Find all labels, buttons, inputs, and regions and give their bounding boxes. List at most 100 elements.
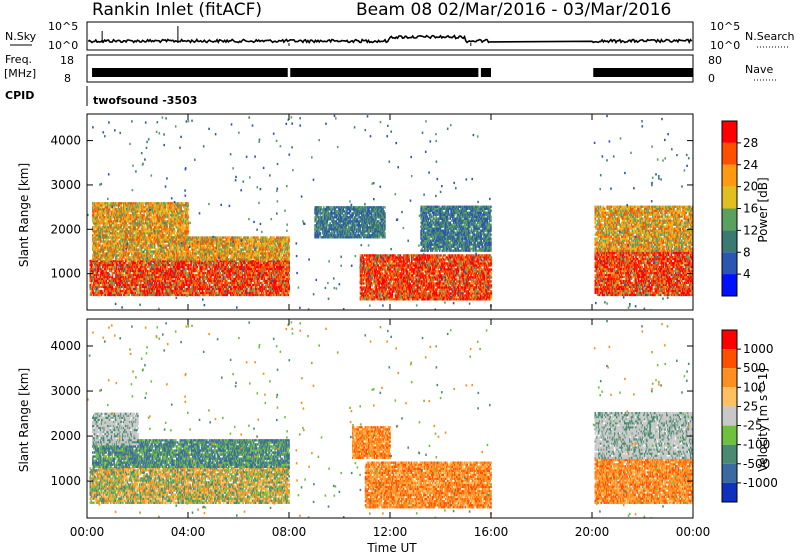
echo-cell — [263, 281, 266, 285]
echo-cell — [279, 269, 282, 273]
echo-cell — [173, 244, 175, 247]
echo-cell — [121, 252, 123, 255]
echo-cell — [104, 283, 107, 287]
echo-cell — [97, 281, 100, 285]
echo-cell — [160, 248, 162, 251]
echo-cell — [168, 291, 170, 295]
echo-cell — [282, 281, 284, 285]
echo-cell — [251, 242, 253, 245]
echo-cell — [187, 287, 190, 291]
echo-cell — [237, 267, 239, 271]
echo-cell — [103, 254, 106, 257]
echo-cell — [214, 277, 216, 281]
echo-cell — [245, 293, 248, 297]
echo-cell — [138, 250, 140, 253]
echo-cell — [168, 258, 171, 261]
echo-cell — [130, 283, 132, 287]
echo-cell — [138, 242, 140, 245]
echo-cell — [188, 250, 190, 253]
echo-cell — [108, 275, 110, 279]
echo-cell — [246, 283, 249, 287]
echo-cell — [223, 240, 226, 243]
echo-cell — [247, 263, 250, 267]
echo-cell — [260, 287, 262, 291]
echo-cell — [130, 248, 133, 251]
echo-cell — [261, 275, 264, 279]
echo-cell — [242, 244, 244, 247]
echo-cell — [204, 293, 206, 297]
echo-cell — [126, 258, 129, 261]
echo-cell — [97, 261, 100, 265]
echo-cell — [89, 263, 92, 267]
echo-cell — [99, 263, 101, 267]
echo-cell — [106, 240, 108, 243]
echo-cell — [210, 275, 213, 279]
echo-cell — [148, 291, 151, 295]
echo-cell — [167, 252, 169, 255]
echo-cell — [207, 258, 210, 261]
echo-cell — [93, 265, 95, 269]
echo-cell — [215, 273, 217, 277]
echo-cell — [90, 261, 92, 265]
echo-cell — [187, 259, 190, 263]
echo-cell — [138, 254, 140, 257]
echo-cell — [121, 265, 123, 269]
echo-cell — [203, 246, 205, 249]
echo-cell — [231, 281, 234, 285]
echo-cell — [125, 238, 128, 241]
echo-cell — [199, 269, 201, 273]
echo-cell — [244, 271, 246, 275]
echo-cell — [205, 248, 207, 251]
echo-cell — [240, 277, 243, 281]
echo-cell — [169, 277, 172, 281]
echo-cell — [105, 269, 107, 273]
echo-cell — [116, 248, 119, 251]
echo-cell — [262, 263, 265, 267]
echo-cell — [212, 279, 214, 283]
echo-cell — [229, 256, 232, 259]
echo-cell — [124, 263, 126, 267]
echo-cell — [144, 271, 146, 275]
echo-cell — [288, 289, 290, 293]
echo-cell — [276, 275, 278, 279]
echo-cell — [268, 259, 270, 263]
echo-cell — [244, 285, 246, 289]
echo-cell — [97, 267, 100, 271]
echo-cell — [199, 238, 201, 241]
echo-cell — [185, 242, 188, 245]
echo-cell — [206, 263, 208, 267]
echo-cell — [170, 242, 173, 245]
echo-cell — [210, 293, 213, 297]
echo-cell — [182, 240, 184, 243]
echo-cell — [119, 277, 122, 281]
echo-cell — [117, 273, 120, 277]
echo-cell — [216, 259, 219, 263]
echo-cell — [112, 277, 115, 281]
echo-cell — [248, 252, 251, 255]
echo-cell — [225, 242, 228, 245]
echo-cell — [258, 254, 260, 257]
echo-cell — [238, 269, 240, 273]
echo-cell — [198, 244, 200, 247]
echo-cell — [164, 238, 167, 241]
echo-cell — [234, 250, 236, 253]
echo-cell — [199, 275, 201, 279]
echo-cell — [171, 269, 174, 273]
echo-cell — [265, 293, 267, 297]
echo-cell — [228, 269, 230, 273]
echo-cell — [93, 285, 96, 289]
echo-cell — [164, 283, 167, 287]
echo-cell — [211, 271, 214, 275]
echo-cell — [93, 287, 96, 291]
echo-cell — [104, 242, 106, 245]
echo-cell — [210, 277, 213, 281]
echo-cell — [261, 285, 263, 289]
echo-cell — [183, 265, 185, 269]
echo-cell — [258, 244, 260, 247]
echo-cell — [119, 281, 122, 285]
echo-cell — [92, 267, 94, 271]
echo-cell — [279, 263, 282, 267]
echo-cell — [200, 287, 202, 291]
echo-cell — [177, 291, 180, 295]
echo-cell — [211, 265, 214, 269]
